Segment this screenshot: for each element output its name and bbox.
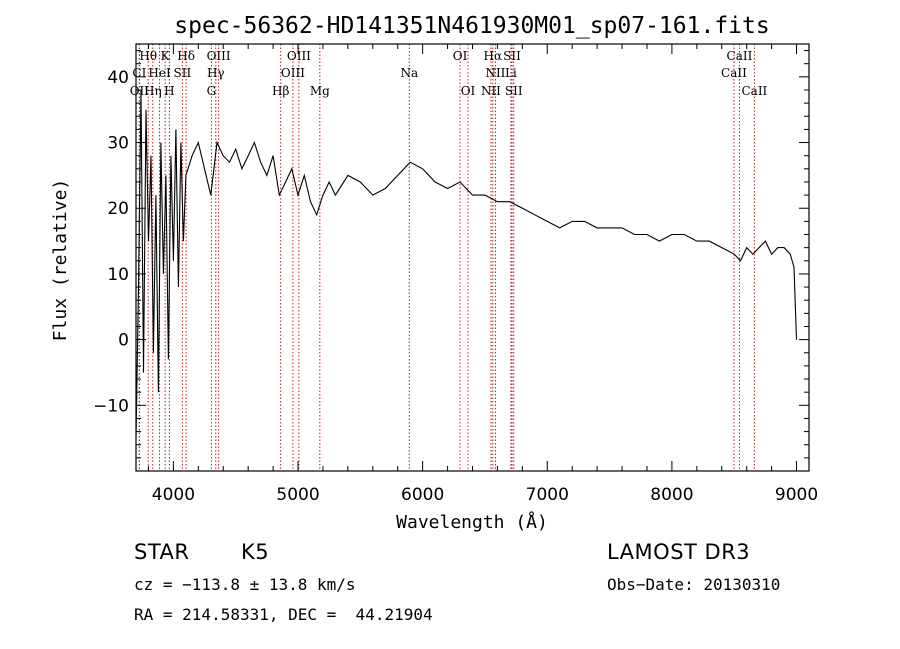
observation-date: Obs−Date: 20130310	[607, 575, 781, 594]
spectral-line-label: Hβ	[272, 84, 289, 98]
spectral-line-label: CaII	[721, 66, 747, 80]
spectral-line-label: Hδ	[177, 49, 195, 63]
spectral-line-label: NII	[485, 66, 505, 80]
spectral-line-label: OI	[461, 84, 476, 98]
spectral-line-label: Na	[400, 66, 418, 80]
spectral-line-label: SII	[505, 84, 523, 98]
spectral-line-label: Li	[505, 66, 517, 80]
x-axis-ticks: 4000 5000 6000 7000 8000 9000	[147, 44, 818, 505]
survey-name: LAMOST DR3	[607, 540, 751, 564]
y-axis-label: Flux (relative)	[50, 179, 71, 342]
x-tick-label: 5000	[276, 485, 319, 505]
x-tick-label: 4000	[152, 485, 195, 505]
spectral-line-label: CaII	[727, 49, 753, 63]
spectral-line-label: Hγ	[207, 66, 225, 80]
spectral-line-label: OI	[453, 49, 468, 63]
x-tick-label: 7000	[526, 485, 569, 505]
coordinates: RA = 214.58331, DEC = 44.21904	[134, 605, 433, 624]
spectral-line-label: Hη	[144, 84, 162, 98]
spectral-line-label: CI	[132, 66, 146, 80]
spectral-line-label: OIII	[287, 49, 311, 63]
y-tick-label: 20	[107, 199, 129, 219]
spectral-line-label: H	[164, 84, 174, 98]
y-tick-label: 10	[107, 265, 129, 285]
x-tick-label: 8000	[650, 485, 693, 505]
spectral-line-label: Mg	[310, 84, 330, 98]
redshift-cz: cz = −113.8 ± 13.8 km/s	[134, 575, 356, 594]
object-subclass: K5	[241, 540, 270, 564]
spectrum-line	[135, 89, 798, 439]
spectral-line-label: OII	[130, 84, 150, 98]
y-tick-label: 40	[107, 68, 129, 88]
spectral-line-label: G	[207, 84, 217, 98]
spectral-line-label: Hθ	[139, 49, 157, 63]
chart-title: spec-56362-HD141351N461930M01_sp07-161.f…	[174, 13, 769, 39]
x-tick-label: 9000	[775, 485, 818, 505]
spectral-line-label: OIII	[281, 66, 305, 80]
spectral-line-label: NII	[481, 84, 501, 98]
object-class: STAR	[134, 540, 190, 564]
plot-frame	[135, 43, 810, 472]
spectral-line-label: SII	[503, 49, 521, 63]
y-axis-ticks: −10 0 10 20 30 40	[93, 50, 809, 472]
x-tick-label: 6000	[401, 485, 444, 505]
spectral-line-label: HeI	[148, 66, 171, 80]
spectral-line-label: Hα	[484, 49, 503, 63]
x-axis-label: Wavelength (Å)	[396, 511, 548, 533]
spectral-line-markers	[138, 44, 755, 471]
spectral-line-label: OIII	[207, 49, 231, 63]
y-tick-label: 30	[107, 134, 129, 154]
spectral-line-label: SII	[174, 66, 192, 80]
spectral-line-label: CaII	[741, 84, 767, 98]
spectral-line-label: K	[161, 49, 171, 63]
y-tick-label: −10	[93, 396, 129, 416]
y-tick-label: 0	[118, 331, 129, 351]
